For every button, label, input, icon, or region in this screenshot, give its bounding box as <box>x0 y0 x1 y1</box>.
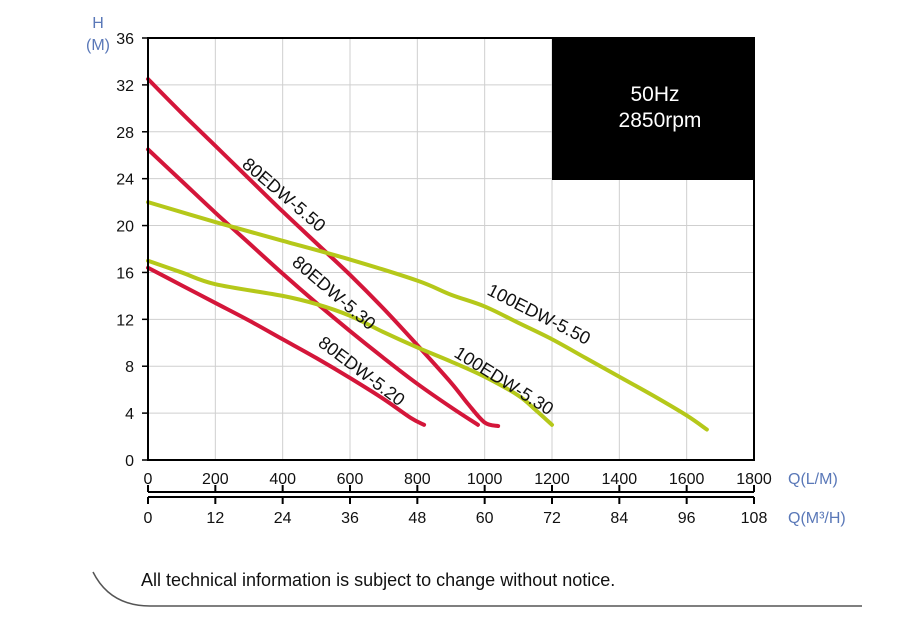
condition-speed: 2850rpm <box>619 109 702 132</box>
x-tick-label-lpm: 200 <box>202 471 229 488</box>
x-tick-label-lpm: 1200 <box>534 471 570 488</box>
x-axis-lpm: 0 200 400 600 800 1000 1200 1400 1600 1800 <box>144 471 772 493</box>
y-axis-label-h: H <box>92 15 104 32</box>
x-tick-label-m3h: 84 <box>610 510 628 527</box>
x-axis-unit-m3h: Q(M³/H) <box>788 510 846 527</box>
x-tick-label-lpm: 1000 <box>467 471 503 488</box>
footer-swoosh <box>92 571 862 607</box>
condition-box: 50Hz 2850rpm <box>552 38 754 180</box>
performance-curves <box>146 77 709 432</box>
y-tick-label: 12 <box>116 312 134 329</box>
x-tick-label-m3h: 96 <box>678 510 696 527</box>
series-line-100edw-5.50 <box>146 200 709 432</box>
y-tick-label: 24 <box>116 172 134 189</box>
x-tick-label-lpm: 1600 <box>669 471 705 488</box>
y-tick-label: 0 <box>125 453 134 470</box>
condition-frequency: 50Hz <box>630 83 679 106</box>
x-tick-label-lpm: 400 <box>269 471 296 488</box>
x-tick-label-m3h: 108 <box>741 510 768 527</box>
y-tick-label: 8 <box>125 359 134 376</box>
y-tick-label: 20 <box>116 219 134 236</box>
y-tick-label: 36 <box>116 31 134 48</box>
footer-note: All technical information is subject to … <box>141 570 615 590</box>
x-tick-label-m3h: 24 <box>274 510 292 527</box>
x-axis-m3h: 0 12 24 36 48 60 72 84 96 108 <box>144 496 768 527</box>
y-tick-label: 32 <box>116 78 134 95</box>
series-line-80edw-5.20 <box>146 265 427 427</box>
x-tick-label-m3h: 12 <box>206 510 224 527</box>
condition-box-background <box>552 38 754 180</box>
y-tick-label: 4 <box>125 406 134 423</box>
y-tick-label: 28 <box>116 125 134 142</box>
x-tick-label-m3h: 48 <box>408 510 426 527</box>
plot-border <box>147 37 755 461</box>
x-tick-label-lpm: 600 <box>337 471 364 488</box>
x-tick-label-m3h: 36 <box>341 510 359 527</box>
x-tick-label-m3h: 0 <box>144 510 153 527</box>
x-axis-unit-lpm: Q(L/M) <box>788 471 838 488</box>
x-tick-label-lpm: 800 <box>404 471 431 488</box>
series-line-100edw-5.30 <box>146 258 554 427</box>
x-tick-label-lpm: 0 <box>144 471 153 488</box>
x-tick-label-lpm: 1800 <box>736 471 772 488</box>
x-tick-label-m3h: 60 <box>476 510 494 527</box>
y-axis-label-unit: (M) <box>86 37 110 54</box>
y-tick-label: 16 <box>116 265 134 282</box>
plot-frame <box>147 37 755 461</box>
y-axis-ticks: 0 4 8 12 16 20 24 28 32 36 <box>116 31 148 470</box>
series-line-80edw-5.50 <box>146 77 501 429</box>
x-tick-label-m3h: 72 <box>543 510 561 527</box>
x-tick-label-lpm: 1400 <box>602 471 638 488</box>
